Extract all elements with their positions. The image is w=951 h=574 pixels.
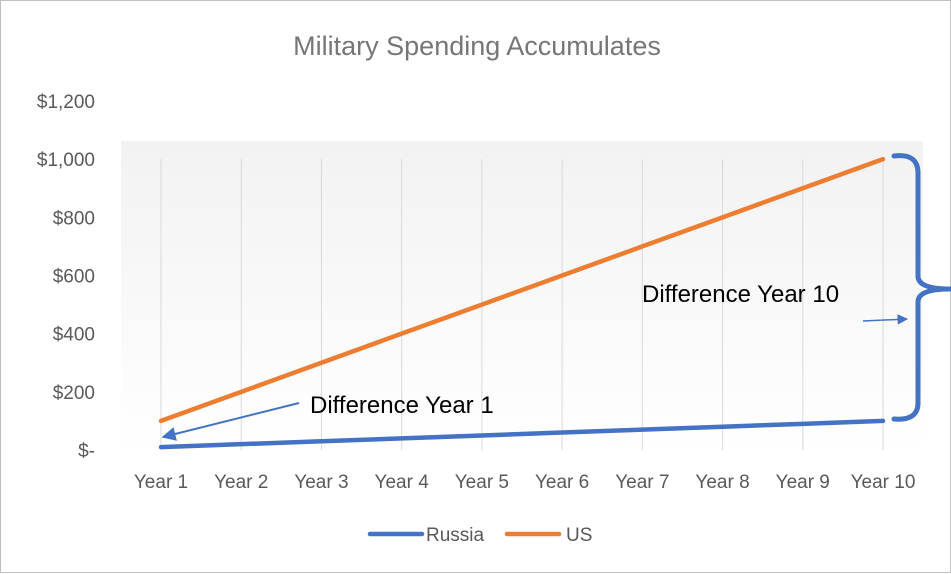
x-tick-label: Year 1 <box>134 472 188 493</box>
y-tick-label: $200 <box>53 383 95 404</box>
x-tick-label: Year 6 <box>535 472 589 493</box>
x-tick-label: Year 9 <box>776 472 830 493</box>
x-tick-label: Year 4 <box>375 472 430 493</box>
y-tick-label: $1,200 <box>37 92 95 113</box>
x-tick-label: Year 5 <box>455 472 509 493</box>
legend-label-russia: Russia <box>426 525 485 546</box>
x-tick-label: Year 8 <box>695 472 749 493</box>
annotation-difference-year-10: Difference Year 10 <box>642 281 839 308</box>
y-tick-label: $400 <box>53 325 95 346</box>
annotation-arrow-year-10 <box>862 314 909 325</box>
x-tick-label: Year 2 <box>214 472 268 493</box>
series-line-russia <box>158 418 886 450</box>
y-tick-label: $- <box>78 441 95 462</box>
y-axis-ticks: $- $200 $400 $600 $800 $1,000 $1,200 <box>37 92 95 462</box>
gridlines <box>160 159 884 450</box>
legend: Russia US <box>367 525 592 546</box>
y-tick-label: $800 <box>53 208 95 229</box>
x-tick-label: Year 3 <box>294 472 348 493</box>
x-axis-ticks: Year 1 Year 2 Year 3 Year 4 Year 5 Year 6 Year… <box>134 472 916 493</box>
series-lines <box>158 156 886 450</box>
x-tick-label: Year 7 <box>615 472 669 493</box>
annotation-arrow-year-1 <box>161 402 300 441</box>
y-tick-label: $600 <box>53 267 95 288</box>
series-line-us <box>158 156 886 424</box>
chart-title: Military Spending Accumulates <box>293 31 661 61</box>
y-tick-label: $1,000 <box>37 150 95 171</box>
difference-brace <box>891 153 951 422</box>
legend-label-us: US <box>566 525 592 546</box>
x-tick-label: Year 10 <box>851 472 916 493</box>
annotation-difference-year-1: Difference Year 1 <box>310 392 494 419</box>
